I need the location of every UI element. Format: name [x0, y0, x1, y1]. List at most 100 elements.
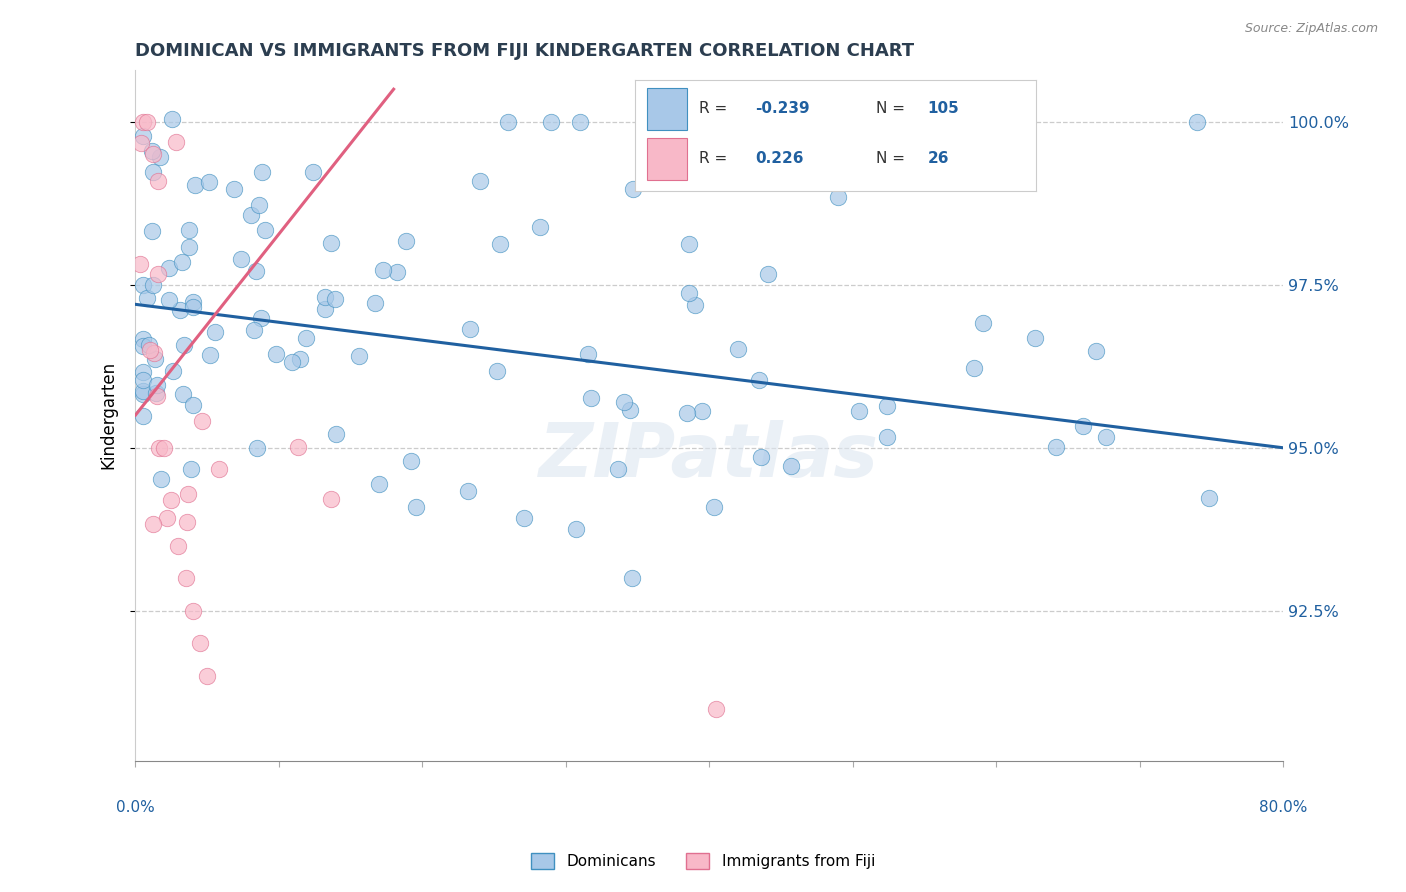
Point: [174, 571, 197, 585]
Point: [132, 387, 155, 401]
Point: [678, 285, 700, 300]
Point: [703, 500, 725, 514]
Point: [149, 150, 172, 164]
Point: [142, 516, 165, 531]
Point: [229, 252, 252, 267]
Point: [295, 331, 318, 345]
Point: [143, 352, 166, 367]
Point: [208, 462, 231, 476]
Point: [160, 492, 183, 507]
Point: [498, 115, 520, 129]
Point: [146, 268, 169, 282]
Point: [170, 255, 193, 269]
Point: [488, 237, 510, 252]
Point: [195, 669, 218, 683]
Point: [153, 441, 176, 455]
Text: Source: ZipAtlas.com: Source: ZipAtlas.com: [1244, 22, 1378, 36]
Point: [131, 384, 153, 399]
Point: [690, 403, 713, 417]
Point: [1198, 491, 1220, 505]
Point: [160, 112, 183, 126]
Point: [141, 144, 163, 158]
Point: [129, 257, 152, 271]
Point: [529, 219, 551, 234]
Point: [405, 500, 427, 514]
Point: [156, 510, 179, 524]
Point: [131, 115, 153, 129]
Point: [683, 298, 706, 312]
Point: [169, 303, 191, 318]
Point: [138, 337, 160, 351]
Point: [288, 352, 311, 367]
Point: [621, 182, 644, 196]
Point: [131, 373, 153, 387]
Text: ZIPatlas: ZIPatlas: [538, 420, 879, 493]
Point: [1024, 331, 1046, 345]
Point: [468, 174, 491, 188]
Point: [131, 278, 153, 293]
Point: [181, 604, 204, 618]
Point: [620, 571, 643, 585]
Point: [250, 165, 273, 179]
Point: [675, 405, 697, 419]
Point: [962, 360, 984, 375]
Point: [141, 277, 163, 292]
Point: [460, 322, 482, 336]
Point: [139, 343, 162, 357]
Point: [131, 409, 153, 424]
Point: [347, 349, 370, 363]
Point: [613, 394, 636, 409]
Point: [222, 182, 245, 196]
Point: [706, 701, 728, 715]
Point: [142, 165, 165, 179]
Point: [876, 399, 898, 413]
Point: [190, 414, 212, 428]
Point: [314, 301, 336, 316]
Point: [301, 165, 323, 179]
Point: [513, 511, 536, 525]
Point: [401, 453, 423, 467]
Point: [249, 310, 271, 325]
Point: [177, 487, 200, 501]
Point: [197, 175, 219, 189]
Point: [145, 385, 167, 400]
Point: [148, 174, 170, 188]
Point: [565, 522, 588, 536]
Point: [245, 263, 267, 277]
Point: [135, 291, 157, 305]
Point: [780, 459, 803, 474]
Point: [253, 223, 276, 237]
Point: [131, 339, 153, 353]
Point: [678, 237, 700, 252]
Point: [247, 198, 270, 212]
Point: [321, 236, 343, 251]
Legend: Dominicans, Immigrants from Fiji: Dominicans, Immigrants from Fiji: [524, 847, 882, 875]
Point: [181, 300, 204, 314]
Point: [198, 348, 221, 362]
Point: [183, 399, 205, 413]
Point: [607, 462, 630, 476]
Point: [619, 403, 641, 417]
Point: [319, 491, 342, 506]
Point: [176, 516, 198, 530]
Point: [129, 136, 152, 150]
Point: [135, 115, 157, 129]
Point: [146, 389, 169, 403]
Text: 80.0%: 80.0%: [1258, 799, 1308, 814]
Point: [815, 165, 838, 179]
Point: [972, 316, 994, 330]
Point: [314, 289, 336, 303]
Point: [264, 347, 287, 361]
Point: [749, 450, 772, 464]
Point: [146, 378, 169, 392]
Point: [576, 346, 599, 360]
Point: [181, 295, 204, 310]
Point: [240, 208, 263, 222]
Point: [165, 135, 187, 149]
Point: [371, 262, 394, 277]
Point: [876, 430, 898, 444]
Point: [1071, 418, 1094, 433]
Point: [748, 373, 770, 387]
Point: [177, 240, 200, 254]
Point: [143, 346, 166, 360]
